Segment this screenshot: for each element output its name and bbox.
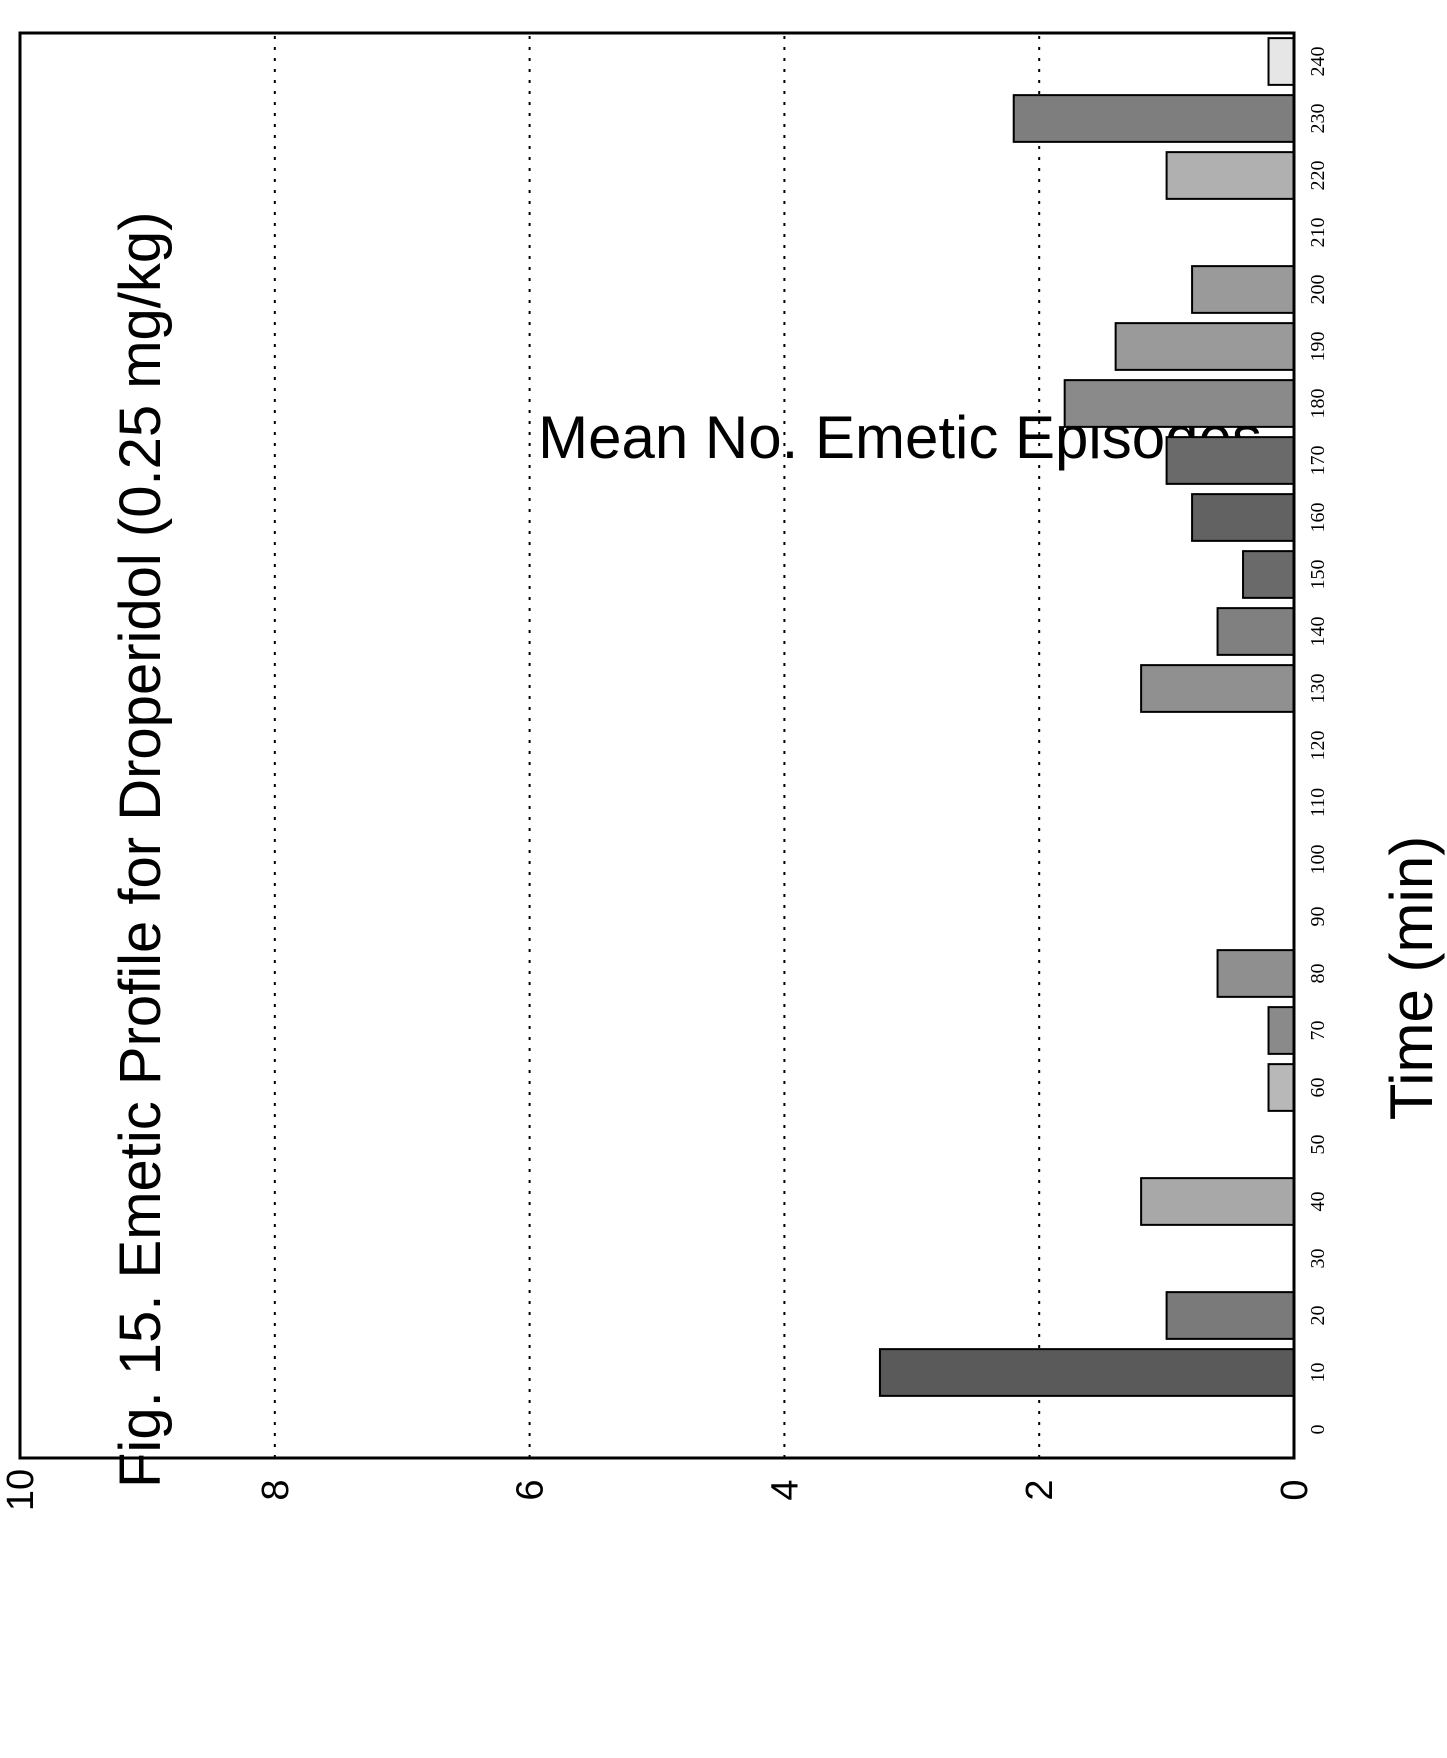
x-tick-50: 50: [1307, 1135, 1329, 1155]
x-tick-110: 110: [1307, 788, 1329, 817]
bar-40: [1140, 1177, 1295, 1226]
x-tick-70: 70: [1307, 1021, 1329, 1041]
bar-80: [1216, 949, 1296, 998]
y-tick-10: 10: [0, 1469, 42, 1511]
chart-title: Fig. 15. Emetic Profile for Droperidol (…: [108, 212, 173, 1488]
x-tick-160: 160: [1307, 503, 1329, 533]
bars: [878, 37, 1296, 1397]
x-tick-170: 170: [1307, 446, 1329, 476]
y-tick-2: 2: [1019, 1479, 1061, 1500]
x-tick-150: 150: [1307, 560, 1329, 590]
bar-70: [1267, 1006, 1296, 1055]
x-tick-90: 90: [1307, 907, 1329, 927]
bar-240: [1267, 37, 1296, 86]
x-tick-20: 20: [1307, 1306, 1329, 1326]
bar-150: [1242, 550, 1296, 599]
bar-170: [1165, 436, 1295, 485]
bar-140: [1216, 607, 1296, 656]
gridlines: [273, 33, 1041, 1458]
bar-10: [878, 1348, 1295, 1397]
y-tick-0: 0: [1274, 1479, 1316, 1500]
plot-frame: [18, 31, 1296, 1460]
x-tick-140: 140: [1307, 617, 1329, 647]
x-axis-title: Time (min): [1378, 836, 1445, 1120]
bar-200: [1191, 265, 1295, 314]
x-tick-200: 200: [1307, 275, 1329, 305]
x-tick-240: 240: [1307, 47, 1329, 77]
x-tick-40: 40: [1307, 1192, 1329, 1212]
y-tick-6: 6: [510, 1479, 552, 1500]
bar-190: [1114, 322, 1296, 371]
x-tick-80: 80: [1307, 964, 1329, 984]
x-tick-230: 230: [1307, 104, 1329, 134]
bar-230: [1012, 94, 1295, 143]
x-tick-190: 190: [1307, 332, 1329, 362]
x-tick-180: 180: [1307, 389, 1329, 419]
x-tick-0: 0: [1307, 1425, 1329, 1435]
bar-180: [1063, 379, 1296, 428]
x-tick-60: 60: [1307, 1078, 1329, 1098]
x-tick-10: 10: [1307, 1363, 1329, 1383]
x-tick-100: 100: [1307, 845, 1329, 875]
x-tick-120: 120: [1307, 731, 1329, 761]
x-tick-220: 220: [1307, 161, 1329, 191]
bar-160: [1191, 493, 1295, 542]
bar-20: [1165, 1291, 1295, 1340]
bar-60: [1267, 1063, 1296, 1112]
x-tick-labels: 0 10 20 30 40 50 60 70 80 90 100 110 120 130 140 150 160…: [1307, 47, 1329, 1435]
y-tick-4: 4: [764, 1479, 806, 1500]
bar-220: [1165, 151, 1295, 200]
y-tick-labels: 0 2 4 6 8 10: [0, 1469, 1316, 1511]
x-tick-210: 210: [1307, 218, 1329, 248]
x-tick-130: 130: [1307, 674, 1329, 704]
x-tick-30: 30: [1307, 1249, 1329, 1269]
y-tick-8: 8: [255, 1479, 297, 1500]
bar-130: [1140, 664, 1295, 713]
